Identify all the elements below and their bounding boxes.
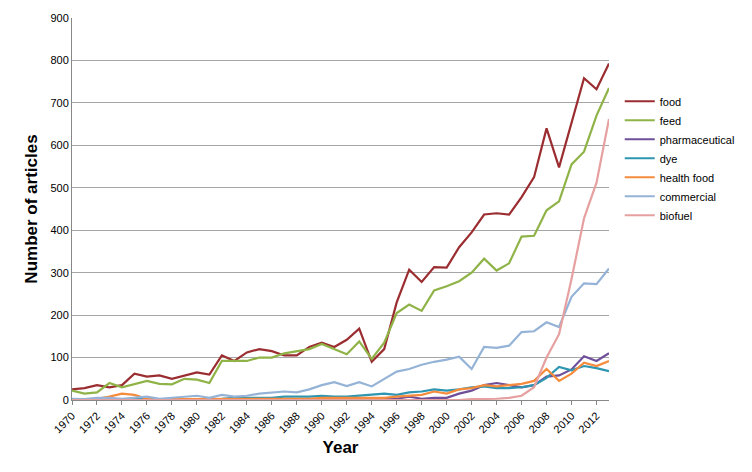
svg-text:2004: 2004	[476, 410, 502, 436]
svg-text:food: food	[660, 96, 681, 108]
svg-text:feed: feed	[660, 115, 681, 127]
svg-text:biofuel: biofuel	[660, 210, 692, 222]
svg-text:1974: 1974	[101, 410, 127, 436]
svg-text:Number of articles: Number of articles	[22, 134, 41, 283]
svg-text:500: 500	[50, 182, 68, 194]
svg-text:1996: 1996	[376, 410, 402, 436]
svg-text:900: 900	[50, 12, 68, 24]
svg-text:800: 800	[50, 54, 68, 66]
svg-text:0: 0	[63, 394, 69, 406]
svg-text:1986: 1986	[251, 410, 277, 436]
svg-text:2008: 2008	[526, 410, 552, 436]
svg-text:400: 400	[50, 224, 68, 236]
svg-text:health food: health food	[660, 172, 714, 184]
svg-text:1970: 1970	[52, 410, 78, 436]
svg-text:2002: 2002	[451, 410, 477, 436]
svg-text:1984: 1984	[226, 410, 252, 436]
svg-text:100: 100	[50, 351, 68, 363]
svg-text:1992: 1992	[326, 410, 352, 436]
svg-text:600: 600	[50, 139, 68, 151]
svg-text:700: 700	[50, 97, 68, 109]
svg-text:1990: 1990	[301, 410, 327, 436]
svg-text:1994: 1994	[351, 410, 377, 436]
svg-text:dye: dye	[660, 153, 678, 165]
svg-text:1982: 1982	[201, 410, 227, 436]
svg-text:1998: 1998	[401, 410, 427, 436]
svg-text:1988: 1988	[276, 410, 302, 436]
svg-text:2006: 2006	[501, 410, 527, 436]
svg-text:1980: 1980	[176, 410, 202, 436]
svg-text:2012: 2012	[576, 410, 602, 436]
svg-text:1972: 1972	[76, 410, 102, 436]
svg-text:300: 300	[50, 267, 68, 279]
svg-text:200: 200	[50, 309, 68, 321]
svg-text:Year: Year	[323, 438, 359, 457]
svg-text:commercial: commercial	[660, 191, 716, 203]
svg-text:2010: 2010	[551, 410, 577, 436]
svg-text:pharmaceutical: pharmaceutical	[660, 134, 735, 146]
svg-text:1976: 1976	[126, 410, 152, 436]
svg-text:2000: 2000	[426, 410, 452, 436]
svg-text:1978: 1978	[151, 410, 177, 436]
